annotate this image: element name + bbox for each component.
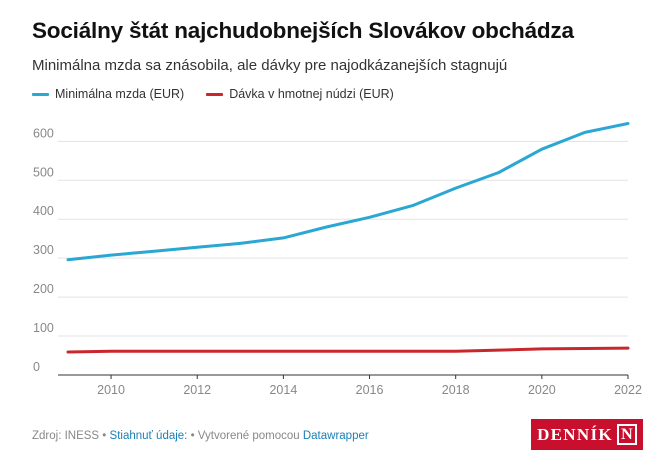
footer-separator: •: [99, 430, 110, 442]
chart-title: Sociálny štát najchudobnejších Slovákov …: [32, 18, 574, 43]
x-tick-label: 2012: [183, 383, 211, 397]
x-tick-label: 2014: [269, 383, 297, 397]
chart-legend: Minimálna mzda (EUR) Dávka v hmotnej núd…: [32, 87, 416, 101]
source-text: Zdroj: INESS: [32, 430, 100, 442]
series-line-minimum-wage: [66, 122, 630, 262]
legend-label-minimum-wage: Minimálna mzda (EUR): [55, 87, 185, 101]
series-line-benefit: [66, 346, 630, 354]
legend-swatch-minimum-wage: [32, 92, 49, 96]
legend-item-benefit: Dávka v hmotnej núdzi (EUR): [206, 87, 394, 101]
y-tick-label: 600: [33, 126, 54, 140]
legend-item-minimum-wage: Minimálna mzda (EUR): [32, 87, 184, 101]
logo-text: DENNÍK: [537, 424, 613, 444]
legend-label-benefit: Dávka v hmotnej núdzi (EUR): [229, 87, 394, 101]
x-tick-label: 2018: [442, 383, 470, 397]
legend-swatch-benefit: [206, 92, 224, 96]
download-data-link[interactable]: Stiahnuť údaje:: [109, 430, 188, 442]
y-tick-label: 100: [33, 321, 54, 335]
dennik-n-logo[interactable]: DENNÍK N: [531, 419, 643, 450]
y-tick-label: 400: [33, 204, 54, 218]
x-tick-label: 2010: [97, 383, 125, 397]
y-tick-label: 0: [33, 360, 40, 374]
x-tick-label: 2022: [614, 383, 642, 397]
y-tick-label: 500: [33, 165, 54, 179]
datawrapper-link[interactable]: Datawrapper: [302, 430, 369, 442]
footer-credit-text: • Vytvorené pomocou: [187, 430, 303, 442]
x-tick-label: 2020: [528, 383, 556, 397]
y-tick-label: 300: [33, 243, 54, 257]
chart-footer: Zdroj: INESS • Stiahnuť údaje: • Vytvore…: [32, 430, 369, 442]
y-tick-label: 200: [33, 282, 54, 296]
x-tick-label: 2016: [356, 383, 384, 397]
chart-subtitle: Minimálna mzda sa znásobila, ale dávky p…: [32, 57, 508, 74]
logo-n-mark: N: [616, 424, 637, 445]
